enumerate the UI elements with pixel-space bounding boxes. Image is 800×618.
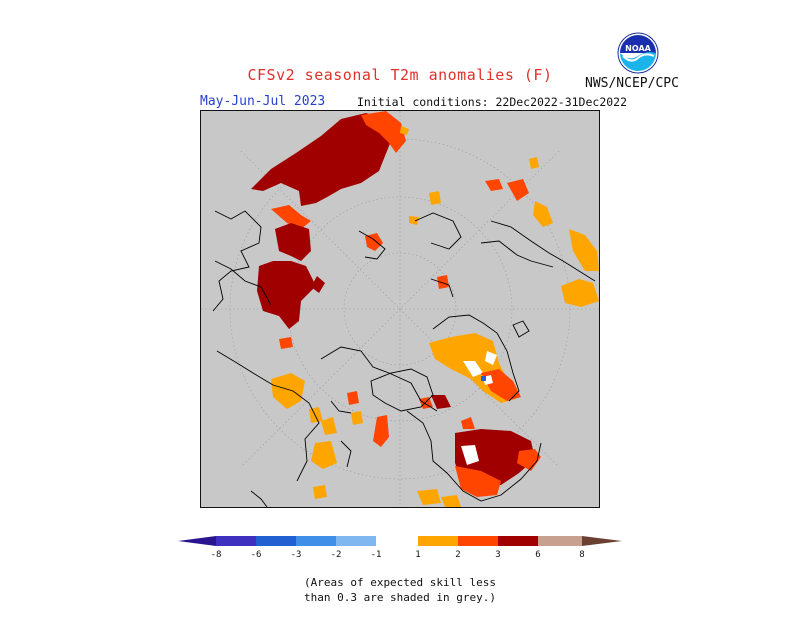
coastlines [212, 210, 596, 507]
anomaly-east-asia [409, 157, 599, 307]
colorbar-cold-end [178, 536, 216, 546]
anomaly-eurasia [251, 111, 409, 329]
colorbar-tick: 1 [415, 550, 420, 560]
colorbar-tick: -6 [251, 550, 262, 560]
colorbar-tick: -1 [371, 550, 382, 560]
colorbar-bin [336, 536, 376, 546]
anomaly-north-america [417, 333, 541, 507]
skill-footnote: (Areas of expected skill less than 0.3 a… [0, 575, 800, 605]
colorbar-tick: -8 [211, 550, 222, 560]
footnote-line-2: than 0.3 are shaded in grey.) [303, 591, 497, 604]
anomaly-europe [271, 337, 389, 499]
colorbar-tick: 6 [535, 550, 540, 560]
colorbar-bin [498, 536, 538, 546]
map-title: CFSv2 seasonal T2m anomalies (F) [247, 66, 553, 84]
agency-label: NWS/NCEP/CPC [585, 76, 679, 91]
graticule [201, 111, 599, 507]
noaa-logo-text: NOAA [625, 44, 651, 53]
colorbar-legend: -8 -6 -3 -2 -1 1 2 3 6 8 [178, 536, 622, 560]
colorbar-tick: 3 [495, 550, 500, 560]
polar-map [200, 110, 600, 508]
colorbar-bin [216, 536, 256, 546]
polar-map-canvas [201, 111, 599, 507]
colorbar-tick: -2 [331, 550, 342, 560]
forecast-period: May-Jun-Jul 2023 [200, 94, 326, 109]
colorbar-bin [418, 536, 458, 546]
colorbar-bin [256, 536, 296, 546]
colorbar-bin [376, 536, 418, 546]
colorbar-warm-end [582, 536, 622, 546]
footnote-line-1: (Areas of expected skill less [303, 576, 497, 589]
initial-conditions: Initial conditions: 22Dec2022-31Dec2022 [357, 95, 628, 109]
colorbar-bin [296, 536, 336, 546]
noaa-logo-icon: NOAA [617, 32, 659, 74]
colorbar-bin [458, 536, 498, 546]
colorbar-tick: -3 [291, 550, 302, 560]
colorbar-bin [538, 536, 582, 546]
colorbar-tick: 8 [579, 550, 584, 560]
colorbar-tick: 2 [455, 550, 460, 560]
